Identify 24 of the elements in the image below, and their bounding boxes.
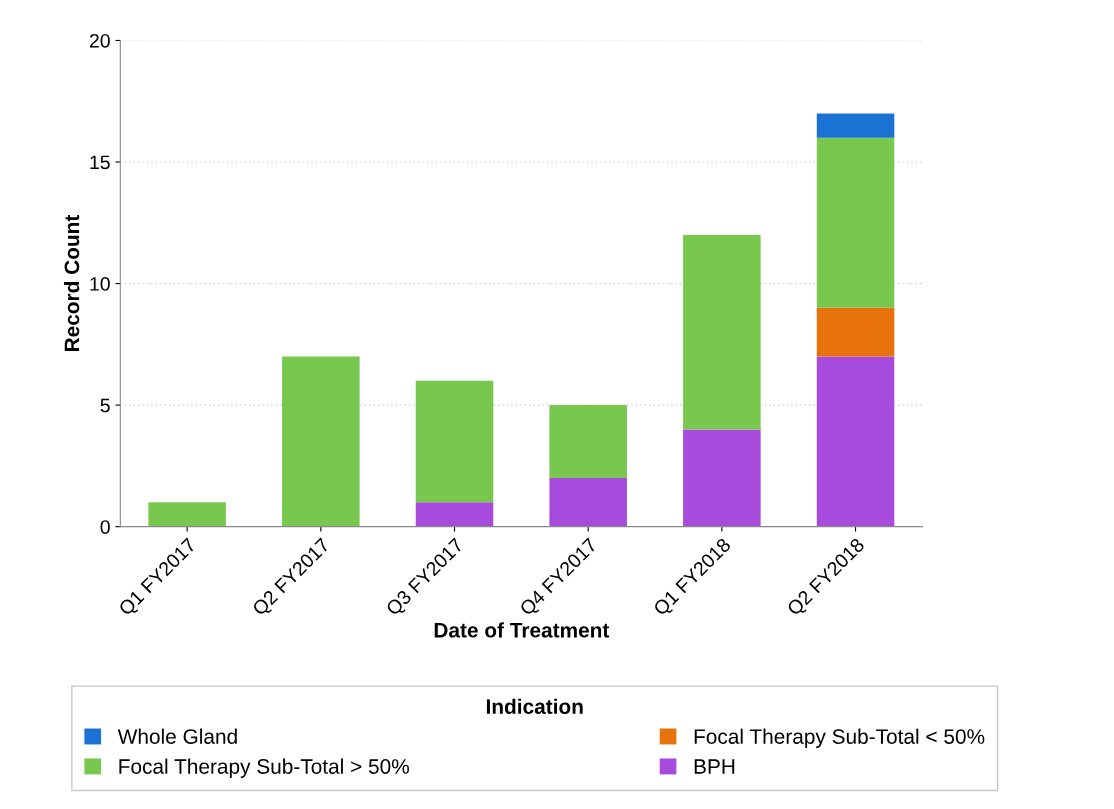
y-tick-label: 5 bbox=[100, 398, 110, 413]
y-axis-title: Record Count bbox=[63, 214, 80, 352]
bar bbox=[816, 137, 895, 308]
bar bbox=[148, 502, 226, 527]
bar bbox=[816, 356, 895, 527]
bar bbox=[549, 405, 627, 479]
bar bbox=[282, 356, 360, 527]
bar bbox=[683, 429, 761, 527]
bar bbox=[415, 380, 494, 503]
bar bbox=[683, 234, 761, 430]
y-tick-label: 20 bbox=[89, 33, 110, 48]
legend-label: Focal Therapy Sub-Total < 50% bbox=[694, 728, 985, 749]
y-tick-label: 10 bbox=[90, 277, 110, 291]
legend-title: Indication bbox=[486, 698, 583, 714]
y-tick-label: 0 bbox=[100, 520, 110, 534]
legend-label: Focal Therapy Sub-Total > 50% bbox=[119, 758, 409, 778]
y-tick-label: 15 bbox=[90, 155, 110, 170]
bar bbox=[816, 307, 895, 357]
legend-label: BPH bbox=[694, 759, 735, 774]
x-axis-title: Date of Treatment bbox=[434, 622, 610, 638]
bar bbox=[816, 113, 895, 138]
bar bbox=[415, 502, 494, 527]
legend-label: Whole Gland bbox=[117, 728, 237, 744]
bar bbox=[549, 478, 627, 527]
